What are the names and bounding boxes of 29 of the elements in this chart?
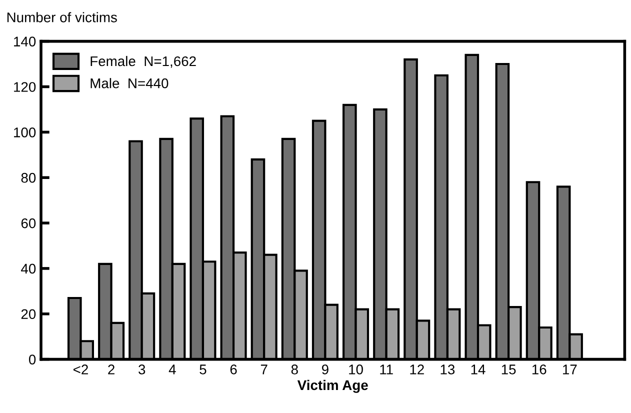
y-tick-label: 20 xyxy=(21,309,36,320)
y-tick-label: 60 xyxy=(21,218,36,228)
x-tick-label: 14 xyxy=(471,364,486,374)
x-axis-title: Victim Age xyxy=(297,380,368,393)
x-tick-label: 6 xyxy=(230,364,237,374)
legend-label: Female N=1,662 xyxy=(90,56,196,68)
x-tick-label: 16 xyxy=(532,364,546,374)
y-tick-label: 0 xyxy=(28,354,36,364)
x-tick-label: 5 xyxy=(200,364,206,374)
x-tick-label: 11 xyxy=(380,364,393,374)
x-tick-label: 4 xyxy=(168,364,176,374)
x-tick-label: <2 xyxy=(74,364,88,374)
x-tick-label: 15 xyxy=(502,364,516,374)
legend-label: Male N=440 xyxy=(90,78,168,88)
x-tick-label: 3 xyxy=(138,364,146,374)
y-tick-label: 120 xyxy=(14,82,36,92)
x-tick-label: 10 xyxy=(349,364,363,374)
y-tick-label: 140 xyxy=(14,36,36,46)
x-tick-label: 9 xyxy=(322,364,328,374)
x-tick-label: 2 xyxy=(108,364,114,374)
x-tick-label: 13 xyxy=(440,364,455,374)
y-tick-label: 40 xyxy=(21,264,36,274)
x-tick-label: 8 xyxy=(291,364,298,374)
x-tick-label: 12 xyxy=(410,364,424,374)
y-tick-label: 100 xyxy=(14,127,36,138)
x-tick-label: 17 xyxy=(563,364,577,374)
y-axis-title: Number of victims xyxy=(7,12,117,22)
x-tick-label: 7 xyxy=(260,364,268,374)
y-tick-label: 80 xyxy=(21,172,36,183)
